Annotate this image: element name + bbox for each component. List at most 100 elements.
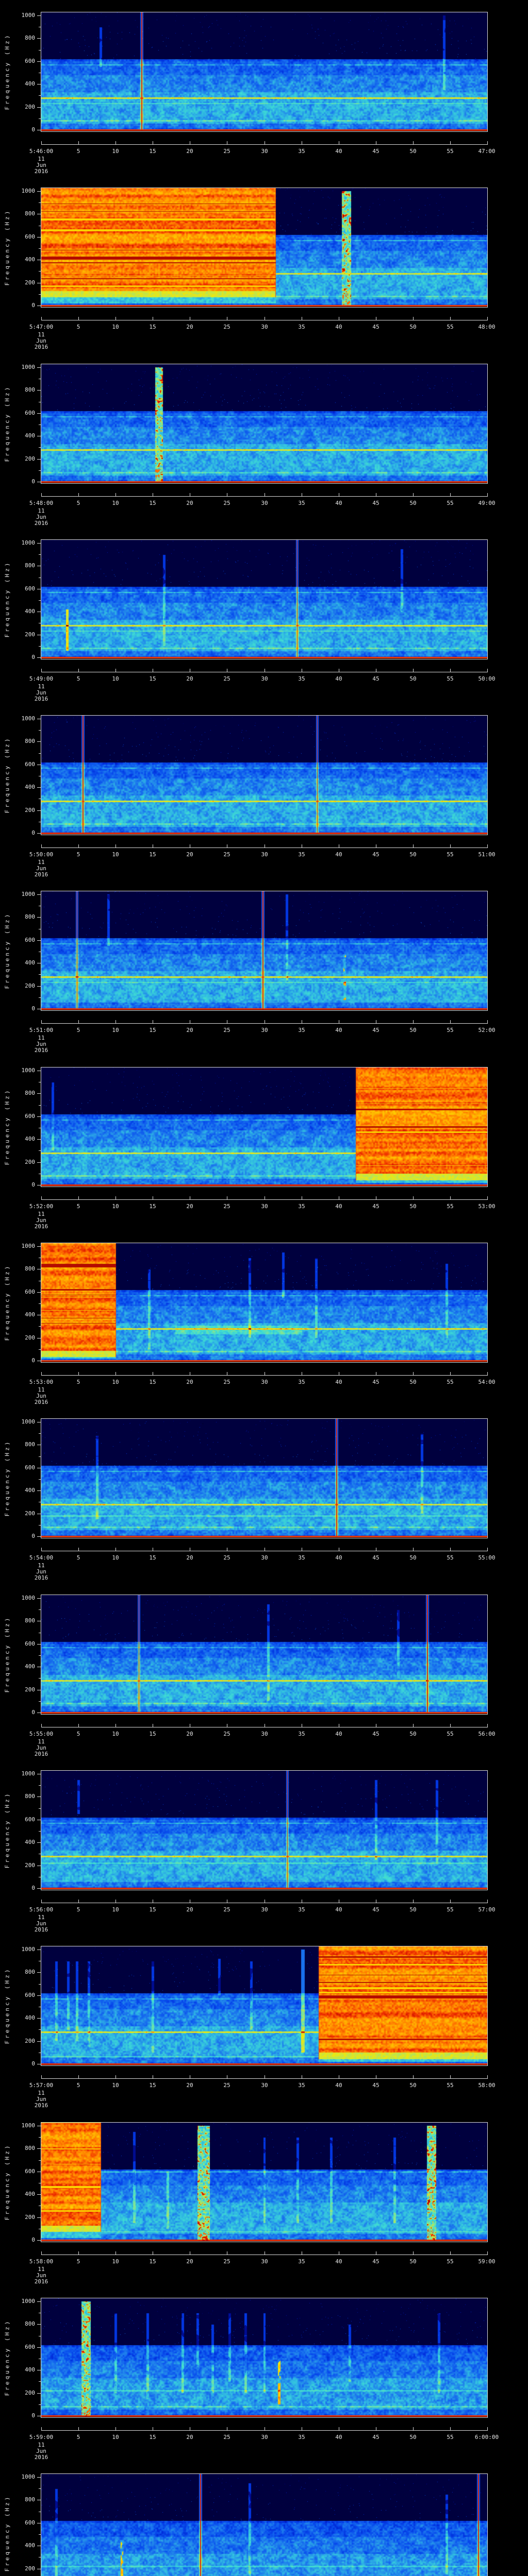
date-year-label: 2016 [34, 1926, 48, 1933]
time-tick-label: 5 [76, 1906, 80, 1913]
time-tick-label: 55 [447, 1379, 454, 1385]
frequency-tick-label: 200 [25, 2038, 35, 2044]
time-tick-label: 35 [298, 500, 305, 506]
frequency-tick-label: 600 [25, 585, 35, 592]
axis-tick [413, 669, 414, 672]
frequency-tick-label: 200 [25, 1686, 35, 1693]
time-tick-label: 45 [372, 148, 380, 155]
time-tick-label: 50 [409, 675, 417, 682]
spectrogram-panel: Frequency (Hz) 1000 800 600 400 200 0 5 10 15 20 2… [0, 879, 528, 1055]
time-tick-label: 10 [112, 2082, 119, 2089]
axis-tick [37, 1598, 41, 1599]
axis-tick [78, 844, 79, 848]
time-tick-label: 50 [409, 1027, 417, 1033]
frequency-tick-label: 0 [31, 1709, 35, 1716]
frequency-axis-title: Frequency (Hz) [4, 33, 11, 110]
date-day-label: 11 [38, 1738, 45, 1745]
time-tick-label: 15 [149, 2258, 156, 2265]
axis-tick [487, 1020, 488, 1023]
axis-tick [41, 493, 42, 496]
plot-frame [41, 188, 488, 308]
axis-tick [39, 271, 41, 272]
time-tick-label: 5 [76, 1203, 80, 1210]
frequency-tick-label: 800 [25, 738, 35, 744]
date-day-label: 11 [38, 331, 45, 338]
time-tick-label: 35 [298, 2258, 305, 2265]
axis-tick [39, 1984, 41, 1985]
axis-tick [37, 107, 41, 108]
axis-tick [487, 1724, 488, 1727]
date-month-label: Jun [36, 337, 46, 344]
time-tick-label: 45 [372, 675, 380, 682]
axis-tick [78, 1372, 79, 1375]
axis-tick [450, 317, 451, 320]
axis-tick [487, 1548, 488, 1551]
axis-tick [37, 1995, 41, 1996]
axis-tick [39, 1678, 41, 1679]
frequency-tick-label: 200 [25, 2214, 35, 2221]
end-time-label: 6:00:00 [474, 2434, 499, 2441]
frequency-tick-label: 600 [25, 58, 35, 64]
end-time-label: 59:00 [478, 2258, 496, 2265]
axis-tick [450, 844, 451, 848]
axis-tick [37, 1490, 41, 1491]
axis-tick [39, 1655, 41, 1656]
axis-tick [37, 1162, 41, 1163]
frequency-tick-label: 0 [31, 1533, 35, 1539]
frequency-tick-label: 400 [25, 80, 35, 87]
frequency-tick-label: 1000 [21, 1770, 36, 1777]
date-month-label: Jun [36, 1920, 46, 1927]
axis-tick [413, 1900, 414, 1903]
frequency-axis-title: Frequency (Hz) [4, 1967, 11, 2044]
time-tick-label: 55 [447, 1554, 454, 1561]
time-tick-label: 35 [298, 2434, 305, 2441]
time-tick-label: 30 [261, 1027, 268, 1033]
time-tick-label: 35 [298, 1203, 305, 1210]
start-time-label: 5:58:00 [29, 2258, 54, 2265]
time-tick-label: 40 [335, 2258, 342, 2265]
frequency-axis-title: Frequency (Hz) [4, 1439, 11, 1517]
axis-tick [39, 447, 41, 448]
axis-tick [78, 493, 79, 496]
time-tick-label: 35 [298, 1731, 305, 1737]
frequency-tick-label: 400 [25, 1311, 35, 1318]
spectrogram-panel: Frequency (Hz) 1000 800 600 400 200 0 5 10 15 20 2… [0, 2110, 528, 2286]
axis-tick [37, 2018, 41, 2019]
date-year-label: 2016 [34, 696, 48, 702]
time-tick-label: 45 [372, 1731, 380, 1737]
time-tick-label: 25 [223, 2258, 230, 2265]
time-tick-label: 55 [447, 2258, 454, 2265]
plot-frame [41, 12, 488, 132]
time-tick-label: 50 [409, 2258, 417, 2265]
axis-tick [78, 2427, 79, 2430]
frequency-tick-label: 800 [25, 2320, 35, 2327]
axis-tick [487, 844, 488, 848]
spectrogram-panel: Frequency (Hz) 1000 800 600 400 200 0 5 10 15 20 2… [0, 0, 528, 176]
date-day-label: 11 [38, 1211, 45, 1217]
time-tick-label: 5 [76, 1379, 80, 1385]
frequency-tick-label: 600 [25, 233, 35, 240]
frequency-tick-label: 600 [25, 2519, 35, 2526]
axis-tick [39, 1701, 41, 1702]
spectrogram-panel: Frequency (Hz) 1000 800 600 400 200 0 5 10 15 20 2… [0, 2286, 528, 2462]
axis-tick [37, 191, 41, 192]
frequency-tick-label: 400 [25, 2366, 35, 2373]
frequency-tick-label: 400 [25, 2191, 35, 2197]
spectrogram-image [41, 716, 487, 834]
axis-tick [37, 543, 41, 544]
axis-tick [487, 669, 488, 672]
time-tick-label: 40 [335, 2434, 342, 2441]
date-year-label: 2016 [34, 1399, 48, 1405]
frequency-tick-label: 0 [31, 829, 35, 836]
spectrogram-panel: Frequency (Hz) 1000 800 600 400 200 0 5 10 15 20 2… [0, 1055, 528, 1231]
frequency-tick-label: 200 [25, 104, 35, 110]
frequency-tick-label: 1000 [21, 1595, 36, 1601]
start-time-label: 5:54:00 [29, 1554, 54, 1561]
axis-tick [39, 600, 41, 601]
time-tick-label: 15 [149, 1027, 156, 1033]
frequency-tick-label: 600 [25, 1816, 35, 1823]
axis-tick [39, 95, 41, 96]
frequency-tick-label: 400 [25, 608, 35, 615]
frequency-tick-label: 1000 [21, 715, 36, 722]
axis-tick [39, 997, 41, 998]
